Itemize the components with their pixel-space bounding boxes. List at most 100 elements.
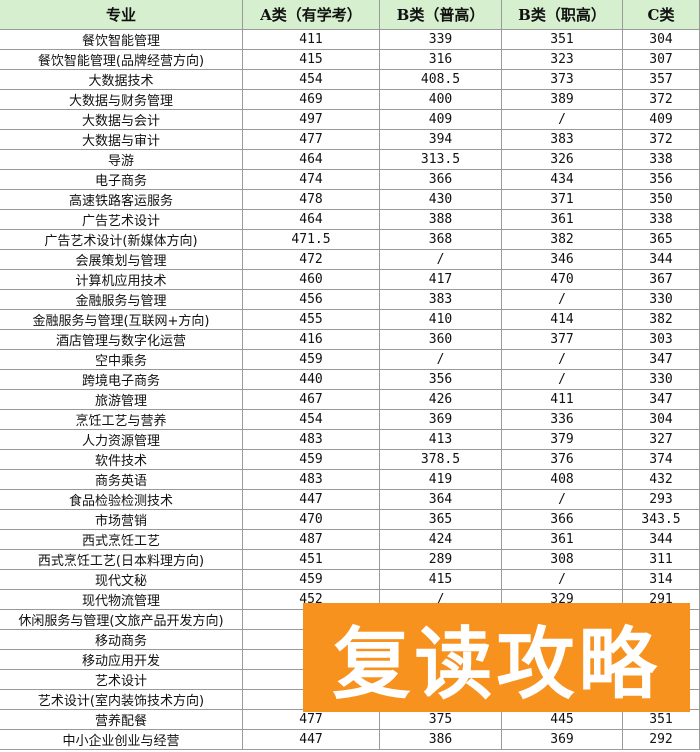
score-cell: 382 bbox=[502, 230, 623, 250]
score-cell: 445 bbox=[502, 710, 623, 730]
score-cell: 369 bbox=[380, 410, 502, 430]
score-cell: 414 bbox=[502, 310, 623, 330]
major-cell: 导游 bbox=[0, 150, 243, 170]
score-cell: 314 bbox=[623, 570, 700, 590]
major-cell: 高速铁路客运服务 bbox=[0, 190, 243, 210]
score-cell: 471.5 bbox=[243, 230, 380, 250]
major-cell: 空中乘务 bbox=[0, 350, 243, 370]
score-cell: 344 bbox=[623, 250, 700, 270]
major-cell: 西式烹饪工艺 bbox=[0, 530, 243, 550]
score-cell: 351 bbox=[502, 30, 623, 50]
score-cell: 440 bbox=[243, 370, 380, 390]
score-cell: 416 bbox=[243, 330, 380, 350]
major-cell: 移动应用开发 bbox=[0, 650, 243, 670]
score-cell: 366 bbox=[380, 170, 502, 190]
score-cell: 347 bbox=[623, 350, 700, 370]
score-cell: 368 bbox=[380, 230, 502, 250]
score-cell: 289 bbox=[380, 550, 502, 570]
major-cell: 移动商务 bbox=[0, 630, 243, 650]
score-cell: 303 bbox=[623, 330, 700, 350]
major-cell: 大数据与会计 bbox=[0, 110, 243, 130]
score-cell: 474 bbox=[243, 170, 380, 190]
major-cell: 商务英语 bbox=[0, 470, 243, 490]
major-cell: 大数据与财务管理 bbox=[0, 90, 243, 110]
score-cell: 464 bbox=[243, 150, 380, 170]
score-cell: 464 bbox=[243, 210, 380, 230]
score-cell: 456 bbox=[243, 290, 380, 310]
score-cell: 316 bbox=[380, 50, 502, 70]
score-cell: 459 bbox=[243, 450, 380, 470]
score-cell: 339 bbox=[380, 30, 502, 50]
score-cell: 330 bbox=[623, 370, 700, 390]
score-cell: 472 bbox=[243, 250, 380, 270]
score-cell: 361 bbox=[502, 530, 623, 550]
major-cell: 跨境电子商务 bbox=[0, 370, 243, 390]
score-cell: 376 bbox=[502, 450, 623, 470]
score-cell: 408 bbox=[502, 470, 623, 490]
score-cell: 336 bbox=[502, 410, 623, 430]
score-cell: 343.5 bbox=[623, 510, 700, 530]
major-cell: 市场营销 bbox=[0, 510, 243, 530]
score-cell: 434 bbox=[502, 170, 623, 190]
score-cell: 478 bbox=[243, 190, 380, 210]
score-cell: 373 bbox=[502, 70, 623, 90]
score-cell: 330 bbox=[623, 290, 700, 310]
score-cell: 323 bbox=[502, 50, 623, 70]
score-cell: 497 bbox=[243, 110, 380, 130]
major-cell: 休闲服务与管理(文旅产品开发方向) bbox=[0, 610, 243, 630]
score-cell: 389 bbox=[502, 90, 623, 110]
score-cell: 326 bbox=[502, 150, 623, 170]
score-cell: 338 bbox=[623, 150, 700, 170]
score-cell: 361 bbox=[502, 210, 623, 230]
score-cell: 360 bbox=[380, 330, 502, 350]
score-cell: 430 bbox=[380, 190, 502, 210]
score-cell: 304 bbox=[623, 30, 700, 50]
score-cell: 327 bbox=[623, 430, 700, 450]
major-cell: 酒店管理与数字化运营 bbox=[0, 330, 243, 350]
score-cell: 409 bbox=[623, 110, 700, 130]
score-cell: 432 bbox=[623, 470, 700, 490]
score-cell: 409 bbox=[380, 110, 502, 130]
score-cell: 394 bbox=[380, 130, 502, 150]
major-cell: 金融服务与管理(互联网+方向) bbox=[0, 310, 243, 330]
score-cell: 447 bbox=[243, 730, 380, 750]
score-cell: 419 bbox=[380, 470, 502, 490]
score-cell: 293 bbox=[623, 490, 700, 510]
score-cell: 470 bbox=[502, 270, 623, 290]
score-cell: 372 bbox=[623, 130, 700, 150]
score-cell: / bbox=[502, 110, 623, 130]
major-cell: 现代物流管理 bbox=[0, 590, 243, 610]
score-cell: 308 bbox=[502, 550, 623, 570]
major-cell: 艺术设计 bbox=[0, 670, 243, 690]
major-cell: 大数据与审计 bbox=[0, 130, 243, 150]
score-cell: 378.5 bbox=[380, 450, 502, 470]
score-cell: 304 bbox=[623, 410, 700, 430]
score-cell: 347 bbox=[623, 390, 700, 410]
score-cell: 383 bbox=[380, 290, 502, 310]
major-cell: 会展策划与管理 bbox=[0, 250, 243, 270]
major-cell: 中小企业创业与经营 bbox=[0, 730, 243, 750]
score-cell: 365 bbox=[623, 230, 700, 250]
score-cell: 410 bbox=[380, 310, 502, 330]
score-cell: 417 bbox=[380, 270, 502, 290]
score-cell: / bbox=[502, 350, 623, 370]
score-cell: / bbox=[502, 370, 623, 390]
header-cell: B类（普高） bbox=[380, 0, 502, 30]
major-cell: 广告艺术设计(新媒体方向) bbox=[0, 230, 243, 250]
score-cell: 477 bbox=[243, 710, 380, 730]
score-cell: 447 bbox=[243, 490, 380, 510]
major-cell: 艺术设计(室内装饰技术方向) bbox=[0, 690, 243, 710]
major-cell: 大数据技术 bbox=[0, 70, 243, 90]
major-cell: 营养配餐 bbox=[0, 710, 243, 730]
score-cell: 386 bbox=[380, 730, 502, 750]
score-cell: 408.5 bbox=[380, 70, 502, 90]
score-cell: 307 bbox=[623, 50, 700, 70]
score-cell: 374 bbox=[623, 450, 700, 470]
score-cell: 388 bbox=[380, 210, 502, 230]
score-cell: 365 bbox=[380, 510, 502, 530]
score-cell: 411 bbox=[243, 30, 380, 50]
score-cell: 455 bbox=[243, 310, 380, 330]
score-cell: 313.5 bbox=[380, 150, 502, 170]
score-cell: 311 bbox=[623, 550, 700, 570]
